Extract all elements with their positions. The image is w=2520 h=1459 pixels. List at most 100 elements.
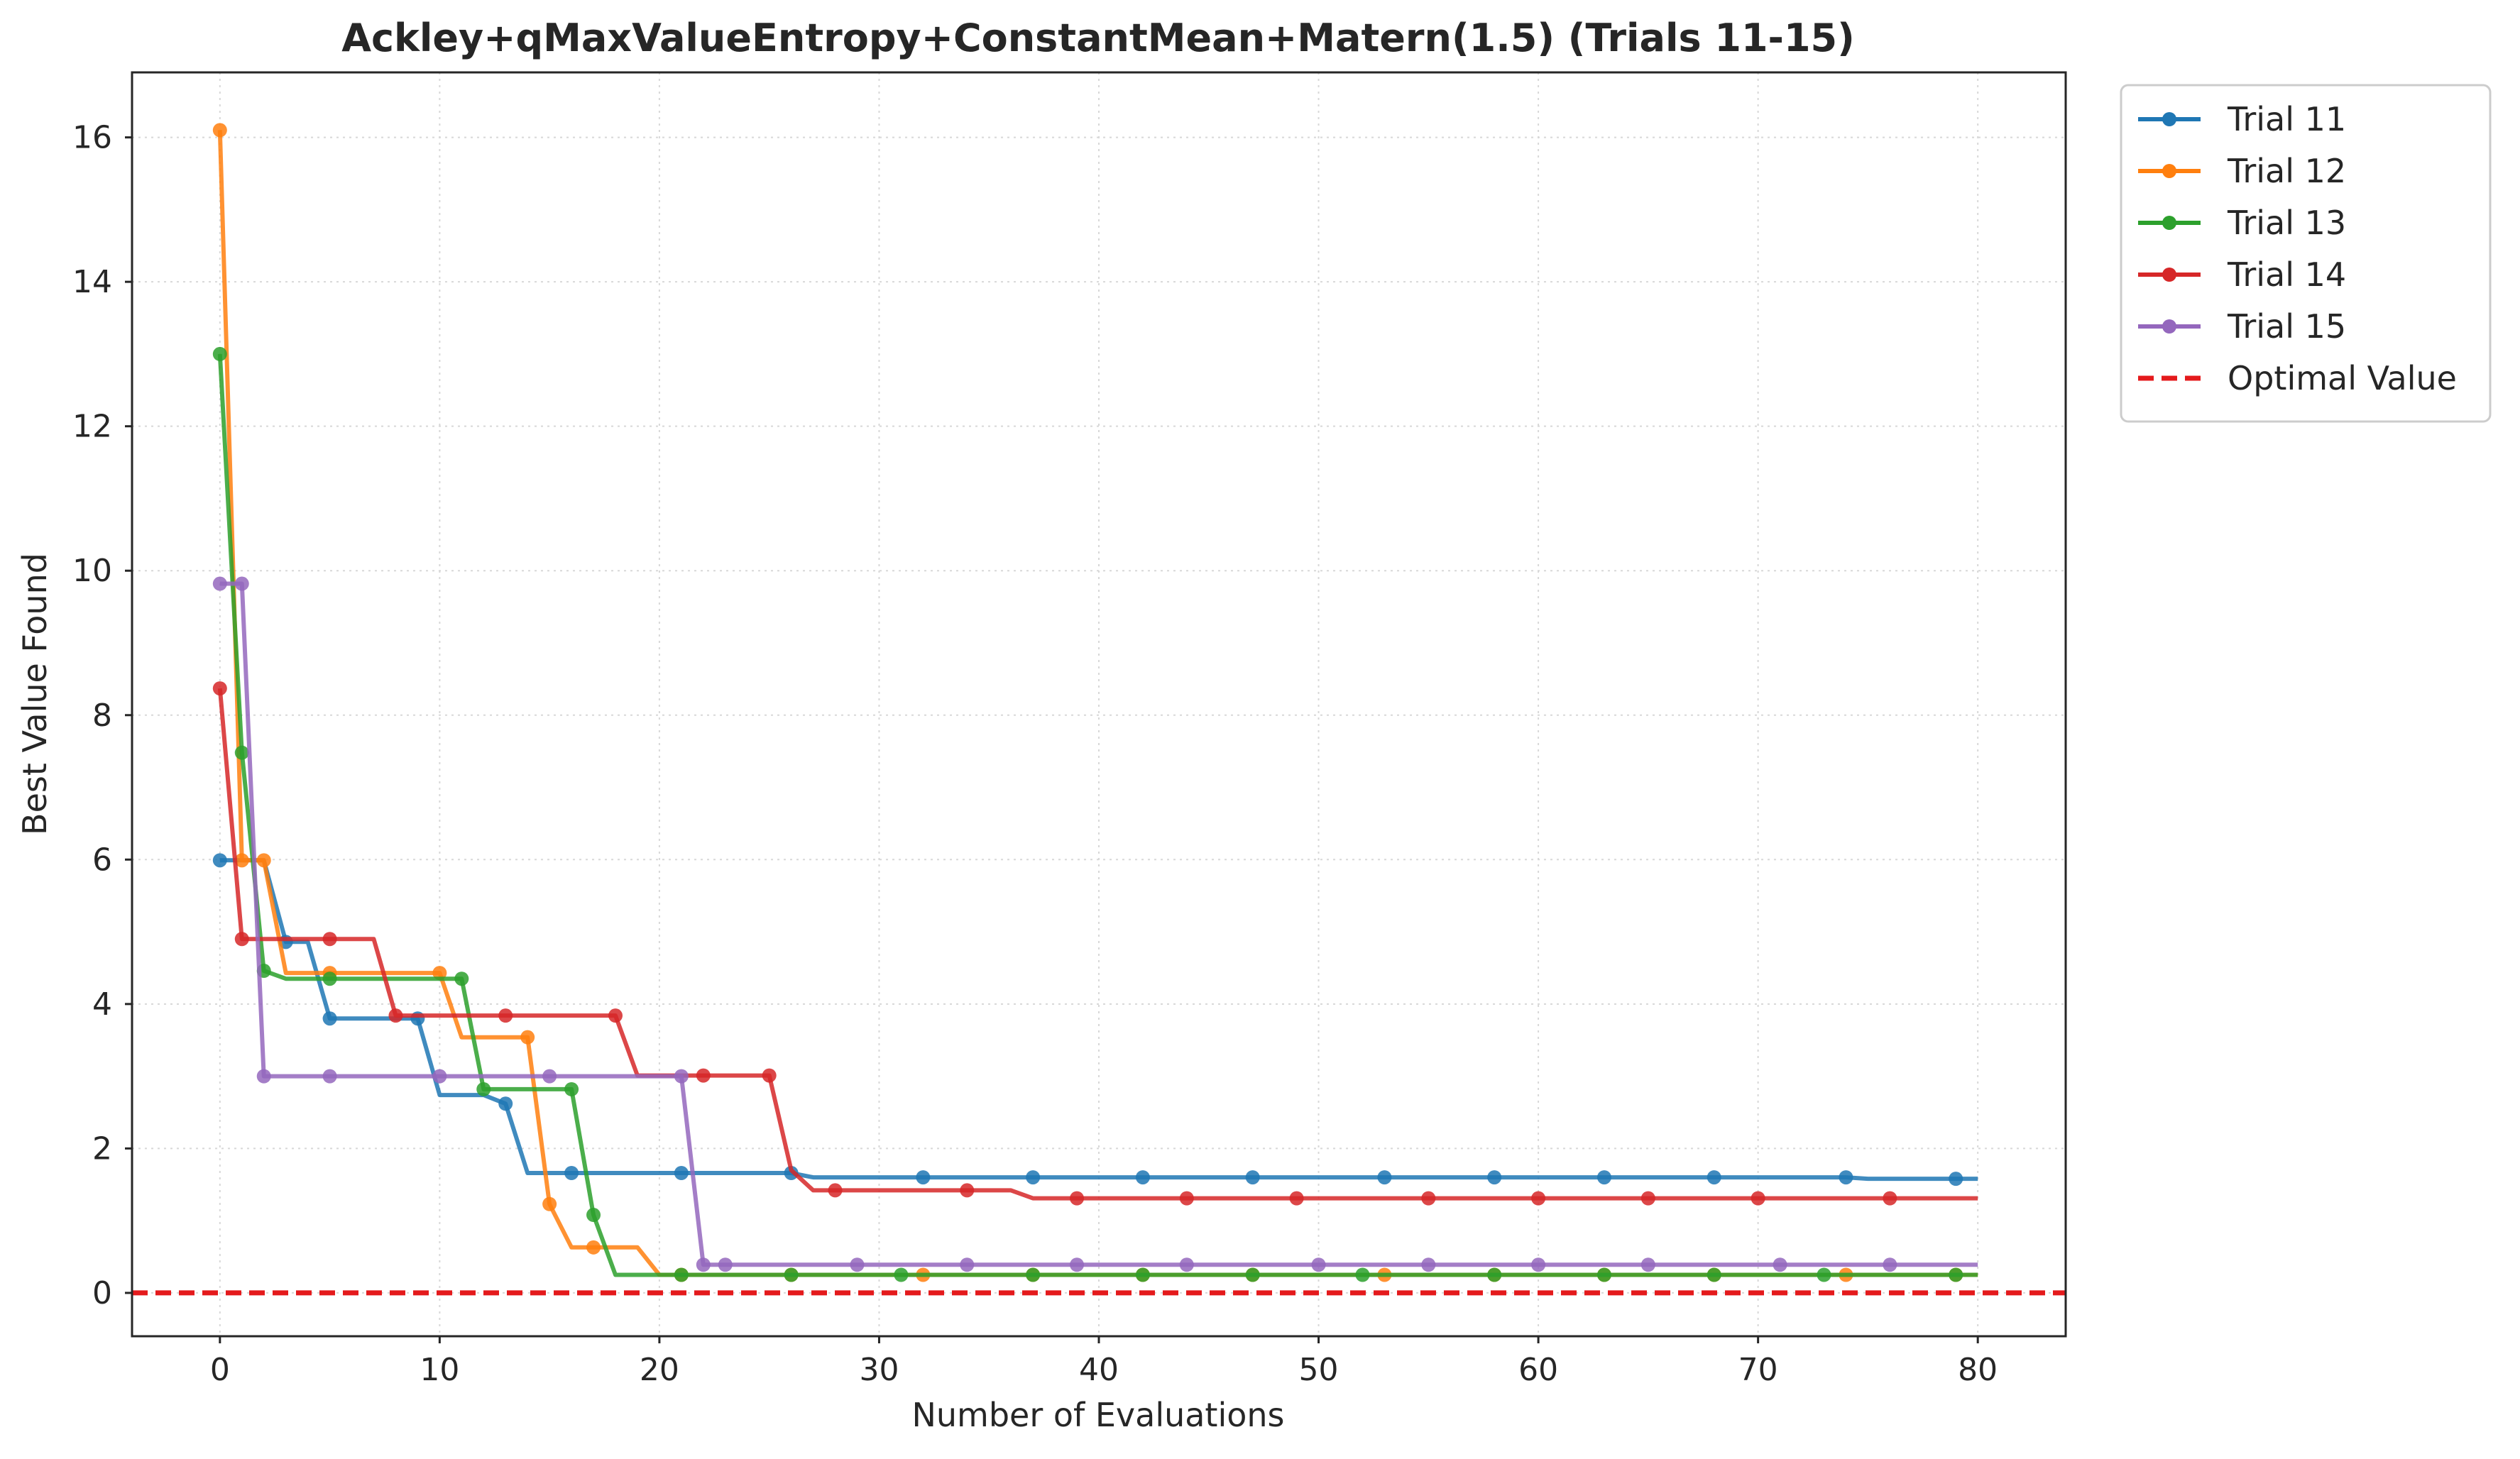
data-point (1640, 1257, 1655, 1272)
data-point (234, 576, 249, 591)
legend-label: Trial 12 (2227, 152, 2346, 190)
y-tick-label: 2 (92, 1130, 112, 1167)
data-point (476, 1081, 491, 1096)
series-trial-14 (212, 681, 1978, 1206)
data-point (718, 1257, 733, 1272)
data-point (322, 1011, 337, 1026)
data-point (564, 1165, 579, 1180)
data-point (1026, 1170, 1041, 1185)
x-tick-label: 80 (1958, 1352, 1998, 1388)
data-point (1135, 1267, 1150, 1282)
data-point (696, 1257, 711, 1272)
legend-item: Trial 12 (2138, 152, 2346, 190)
data-point (234, 745, 249, 760)
data-point (234, 853, 249, 868)
legend-box (2120, 84, 2492, 423)
data-point (322, 971, 337, 986)
data-point (850, 1257, 865, 1272)
legend-marker (2162, 112, 2176, 126)
data-point (498, 1096, 513, 1111)
data-point (960, 1257, 975, 1272)
data-point (1421, 1191, 1436, 1206)
y-axis-label: Best Value Found (16, 553, 54, 835)
series-trial-13 (212, 346, 1978, 1282)
y-tick-label: 10 (72, 553, 112, 589)
legend-marker (2162, 164, 2176, 178)
data-point (696, 1068, 711, 1083)
data-point (1707, 1170, 1721, 1185)
data-point (454, 971, 469, 986)
data-point (212, 346, 227, 361)
data-point (256, 853, 271, 868)
data-point (1421, 1257, 1436, 1272)
data-point (564, 1081, 579, 1096)
data-point (520, 1030, 535, 1045)
data-point (586, 1208, 601, 1223)
data-point (1179, 1191, 1194, 1206)
data-point (432, 1069, 447, 1084)
data-point (1949, 1267, 1963, 1282)
data-point (1596, 1170, 1611, 1185)
data-point (1751, 1191, 1765, 1206)
legend: Trial 11 Trial 12 Trial 13 Trial 14 Trial 15… (2120, 84, 2492, 423)
y-tick-label: 4 (92, 986, 112, 1023)
data-point (1531, 1257, 1546, 1272)
data-point (1773, 1257, 1787, 1272)
data-point (212, 123, 227, 138)
x-tick-label: 40 (1079, 1352, 1119, 1388)
axes: 0 10 20 30 40 50 60 70 80 0 2 4 6 8 10 12 14 16 (72, 71, 2067, 1388)
data-point (1531, 1191, 1546, 1206)
x-axis-label: Number of Evaluations (911, 1396, 1284, 1434)
data-point (542, 1196, 557, 1211)
data-point (212, 681, 227, 696)
data-point (322, 932, 337, 947)
legend-label: Optimal Value (2228, 359, 2457, 397)
legend-item: Trial 14 (2138, 255, 2346, 294)
data-point (916, 1170, 931, 1185)
data-point (1070, 1257, 1085, 1272)
x-tick-label: 30 (859, 1352, 899, 1388)
series-line (219, 581, 1978, 1267)
data-point (674, 1165, 689, 1180)
x-tick-label: 60 (1518, 1352, 1558, 1388)
data-point (432, 966, 447, 981)
y-tick-label: 6 (92, 842, 112, 878)
data-point (1596, 1267, 1611, 1282)
data-point (586, 1240, 601, 1255)
x-tick-label: 70 (1738, 1352, 1778, 1388)
data-point (1377, 1170, 1392, 1185)
y-tick-label: 14 (72, 264, 112, 300)
data-point (960, 1183, 975, 1198)
legend-label: Trial 13 (2227, 204, 2346, 242)
chart-title: Ackley+qMaxValueEntropy+ConstantMean+Mat… (341, 16, 1855, 60)
data-point (1883, 1191, 1897, 1206)
data-point (894, 1267, 909, 1282)
data-point (1245, 1267, 1260, 1282)
series-layer (212, 123, 1978, 1282)
data-point (1289, 1191, 1304, 1206)
data-point (1179, 1257, 1194, 1272)
y-tick-label: 8 (92, 698, 112, 734)
data-point (1026, 1267, 1041, 1282)
data-point (1839, 1170, 1853, 1185)
y-tick-label: 0 (92, 1275, 112, 1311)
data-point (1245, 1170, 1260, 1185)
data-point (212, 853, 227, 868)
data-point (784, 1267, 799, 1282)
data-point (212, 576, 227, 591)
data-point (1487, 1267, 1502, 1282)
data-point (1707, 1267, 1721, 1282)
legend-marker (2162, 216, 2176, 230)
legend-item: Trial 13 (2138, 204, 2346, 242)
data-point (498, 1008, 513, 1023)
data-point (388, 1008, 403, 1023)
legend-marker (2162, 268, 2176, 282)
data-point (674, 1069, 689, 1084)
data-point (828, 1183, 843, 1198)
data-point (234, 932, 249, 947)
data-point (1487, 1170, 1502, 1185)
legend-marker (2162, 319, 2176, 334)
data-point (1883, 1257, 1897, 1272)
